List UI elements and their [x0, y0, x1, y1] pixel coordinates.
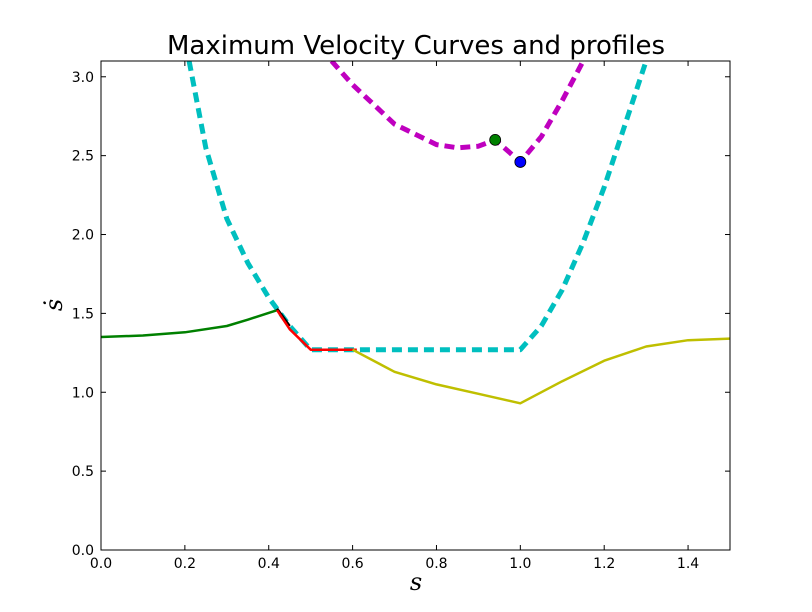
- x-tick-label-0: 0.0: [90, 556, 112, 572]
- y-tick-label-5: 2.5: [72, 149, 94, 165]
- marker-point-1: [514, 156, 527, 168]
- x-tick-label-6: 1.2: [593, 556, 615, 572]
- y-tick-label-3: 1.5: [72, 306, 94, 322]
- y-tick-label-0: 0.0: [72, 543, 94, 559]
- x-tick-label-5: 1.0: [509, 556, 531, 572]
- series-line-5: [352, 337, 730, 405]
- y-axis-label: ṡ: [40, 299, 68, 311]
- y-tick-label-2: 1.0: [72, 385, 94, 401]
- y-tick-label-1: 0.5: [72, 464, 94, 480]
- x-tick-label-1: 0.2: [174, 556, 196, 572]
- series-line-0: [186, 61, 649, 353]
- x-tick-label-4: 0.8: [425, 556, 447, 572]
- plot-area: 0.0 0.2 0.4 0.6 0.8 1.0 1.2 1.4 0.0 0.5 1.0 1.5 2.0 2…: [72, 60, 731, 572]
- x-tick-label-3: 0.6: [341, 556, 363, 572]
- series-line-2: [101, 309, 278, 339]
- y-tick-label-4: 2.0: [72, 228, 94, 244]
- series-line-1: [329, 61, 586, 165]
- x-axis-label: s: [410, 568, 422, 596]
- chart-title: Maximum Velocity Curves and profiles: [167, 31, 665, 61]
- marker-point-0: [489, 133, 502, 146]
- x-tick-label-2: 0.4: [258, 556, 280, 572]
- x-tick-label-7: 1.4: [677, 556, 699, 572]
- series-line-4: [276, 309, 357, 351]
- axes-frame: [100, 60, 731, 551]
- y-tick-label-6: 3.0: [72, 70, 94, 86]
